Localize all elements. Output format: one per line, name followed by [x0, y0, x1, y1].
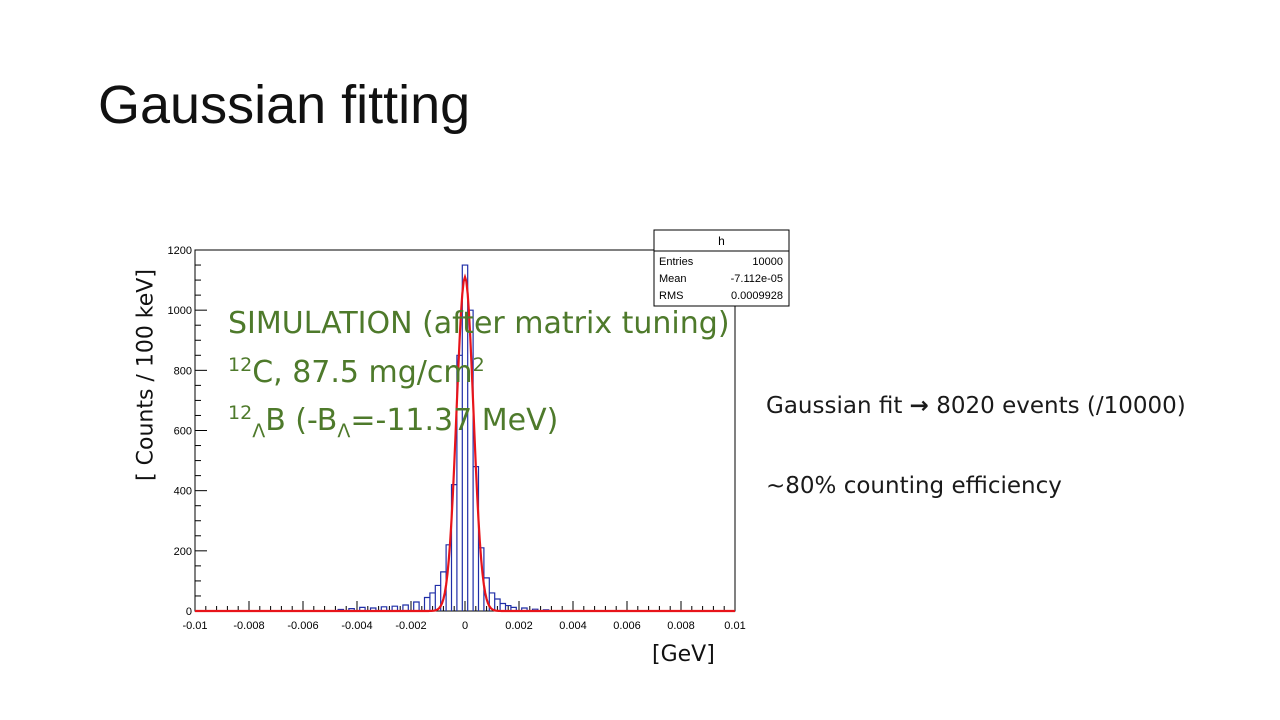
x-axis-label: [GeV] [652, 642, 715, 667]
y-tick-label: 1200 [168, 245, 192, 257]
stats-box-title: h [718, 234, 725, 248]
lambda-subscript: Λ [337, 420, 351, 442]
x-tick-label: 0.004 [559, 620, 587, 632]
hypernucleus-description: 12ΛB (-BΛ=-11.37 MeV) [228, 404, 558, 441]
x-tick-label: 0.01 [724, 620, 745, 632]
y-tick-label: 800 [174, 365, 192, 377]
stats-value: -7.112e-05 [731, 273, 783, 285]
stats-value: 0.0009928 [731, 290, 783, 302]
x-tick-label: 0.002 [505, 620, 533, 632]
efficiency-line: ~80% counting efficiency [766, 473, 1062, 499]
x-tick-label: -0.002 [395, 620, 426, 632]
x-tick-label: -0.008 [233, 620, 264, 632]
x-tick-label: -0.006 [287, 620, 318, 632]
x-tick-label: 0.008 [667, 620, 695, 632]
y-tick-label: 400 [174, 486, 192, 498]
target-text: C, 87.5 mg/cm [252, 355, 473, 390]
x-tick-label: 0 [462, 620, 468, 632]
x-tick-label: -0.01 [182, 620, 207, 632]
stats-box [653, 229, 790, 307]
stats-label: RMS [659, 290, 683, 302]
fit-result-line: Gaussian fit → 8020 events (/10000) [766, 393, 1186, 419]
gaussian-fit-curve [195, 273, 735, 613]
slide-title: Gaussian fitting [98, 75, 471, 135]
y-tick-label: 1000 [168, 305, 192, 317]
lambda-subscript: Λ [252, 420, 266, 442]
mass-number: 12 [228, 354, 253, 376]
x-tick-label: 0.006 [613, 620, 641, 632]
stats-value: 10000 [752, 256, 783, 268]
binding-energy-text: =-11.37 MeV) [350, 403, 559, 438]
exponent: 2 [472, 354, 485, 376]
fit-result: 8020 events (/10000) [936, 393, 1186, 419]
stats-label: Entries [659, 256, 694, 268]
y-tick-label: 600 [174, 426, 192, 438]
arrow-icon: → [909, 393, 929, 419]
stats-label: Mean [659, 273, 687, 285]
x-tick-label: -0.004 [341, 620, 372, 632]
hypernucleus-text: B (-B [265, 403, 338, 438]
target-description: 12C, 87.5 mg/cm2 [228, 356, 485, 388]
y-tick-label: 200 [174, 546, 192, 558]
fit-label: Gaussian fit [766, 393, 903, 419]
mass-number: 12 [228, 402, 253, 424]
y-tick-label: 0 [186, 606, 192, 618]
y-axis-label: [ Counts / 100 keV] [133, 269, 159, 481]
simulation-title: SIMULATION (after matrix tuning) [228, 306, 730, 341]
